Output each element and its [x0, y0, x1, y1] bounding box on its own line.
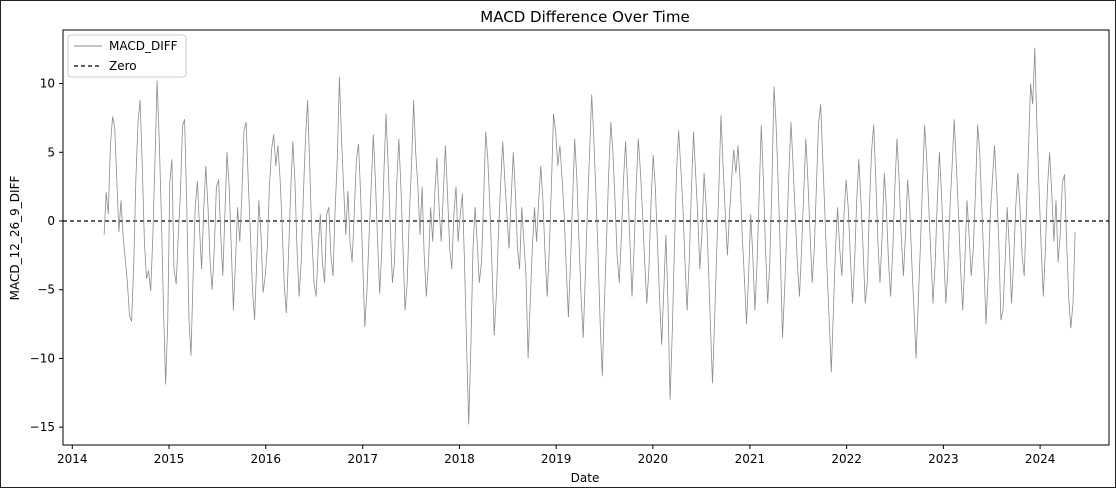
legend-label-zero: Zero: [109, 59, 137, 73]
y-axis: −15 −10 −5 0 5 10: [30, 77, 63, 434]
x-tick-label: 2024: [1025, 452, 1056, 466]
x-tick-label: 2015: [154, 452, 185, 466]
y-tick-label: −10: [30, 351, 55, 365]
x-tick-label: 2014: [57, 452, 88, 466]
plot-area: [62, 29, 1110, 446]
y-tick-label: −15: [30, 420, 55, 434]
x-axis-title: Date: [571, 471, 600, 485]
chart-title: MACD Difference Over Time: [480, 8, 689, 26]
x-tick-label: 2023: [928, 452, 959, 466]
legend-label-macd-diff: MACD_DIFF: [109, 39, 178, 53]
y-tick-label: 0: [47, 214, 55, 228]
macd-diff-series-line: [103, 47, 1076, 425]
x-tick-label: 2021: [735, 452, 766, 466]
x-tick-label: 2022: [831, 452, 862, 466]
x-tick-label: 2019: [541, 452, 572, 466]
legend: MACD_DIFF Zero: [67, 34, 187, 78]
y-tick-label: 5: [47, 145, 55, 159]
x-tick-label: 2018: [444, 452, 475, 466]
x-tick-label: 2020: [638, 452, 669, 466]
y-tick-label: −5: [37, 283, 55, 297]
x-axis: 2014 2015 2016 2017 2018 2019 2020 2021 2022 2023…: [57, 445, 1055, 466]
x-tick-label: 2017: [347, 452, 378, 466]
y-axis-title: MACD_12_26_9_DIFF: [8, 176, 22, 301]
y-tick-label: 10: [40, 77, 55, 91]
x-tick-label: 2016: [250, 452, 281, 466]
